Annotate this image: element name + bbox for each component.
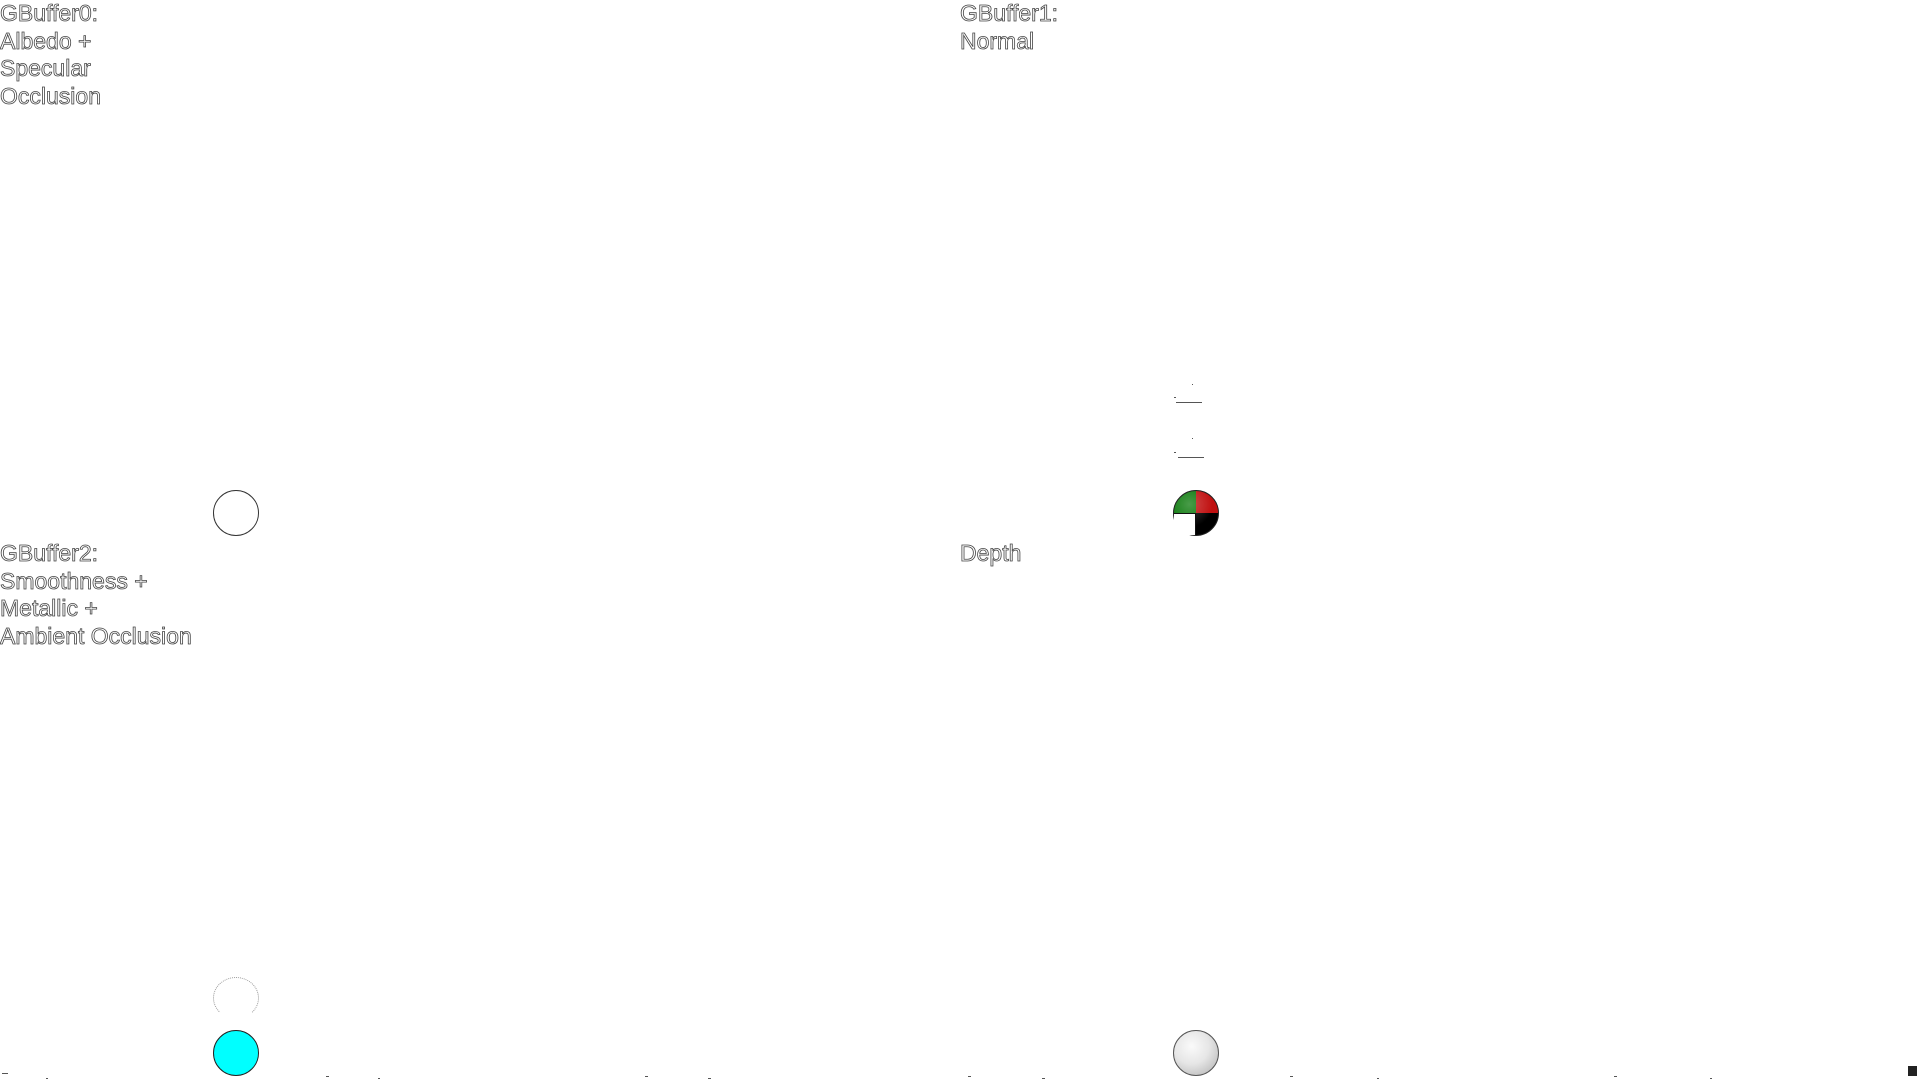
render-artifact bbox=[1042, 1078, 1045, 1079]
gbuffer2-label-line: Ambient Occlusion bbox=[0, 622, 192, 649]
gbuffer1-panel: GBuffer1: Normal bbox=[960, 0, 1920, 540]
gbuffer1-label: GBuffer1: Normal bbox=[960, 0, 1059, 55]
render-artifact bbox=[708, 1078, 711, 1079]
gbuffer0-panel: GBuffer0: Albedo + Specular Occlusion bbox=[0, 0, 960, 540]
gbuffer2-label-line: Smoothness + bbox=[0, 567, 148, 594]
render-artifact bbox=[1192, 438, 1193, 439]
render-artifact bbox=[1192, 384, 1193, 385]
render-artifact bbox=[1174, 452, 1176, 453]
gbuffer0-label-line: Albedo + bbox=[0, 27, 92, 54]
gbuffer0-label-line: GBuffer0: bbox=[0, 0, 99, 26]
render-artifact bbox=[213, 977, 259, 1019]
depth-sphere bbox=[1173, 1030, 1219, 1076]
smoothness-sphere bbox=[213, 1030, 259, 1076]
albedo-sphere bbox=[213, 490, 259, 536]
depth-label: Depth bbox=[960, 540, 1022, 568]
gbuffer0-label-line: Occlusion bbox=[0, 82, 101, 109]
render-artifact bbox=[968, 1076, 971, 1077]
normal-sphere bbox=[1173, 490, 1219, 536]
render-artifact bbox=[1377, 1078, 1379, 1079]
gbuffer1-label-line: GBuffer1: bbox=[960, 0, 1059, 26]
render-artifact bbox=[1174, 397, 1176, 398]
gbuffer2-label: GBuffer2: Smoothness + Metallic + Ambien… bbox=[0, 540, 192, 650]
render-artifact bbox=[1178, 457, 1204, 458]
render-artifact bbox=[1710, 1078, 1712, 1079]
depth-panel: Depth bbox=[960, 540, 1920, 1080]
render-artifact bbox=[1176, 402, 1202, 403]
render-artifact bbox=[1614, 1076, 1617, 1077]
gbuffer2-label-line: Metallic + bbox=[0, 595, 98, 622]
corner-marker bbox=[1908, 1066, 1917, 1076]
gbuffer0-label: GBuffer0: Albedo + Specular Occlusion bbox=[0, 0, 101, 110]
render-artifact bbox=[645, 1076, 648, 1077]
gbuffer0-label-line: Specular bbox=[0, 55, 91, 82]
render-artifact bbox=[46, 1078, 48, 1079]
render-artifact bbox=[326, 1076, 329, 1077]
gbuffer2-label-line: GBuffer2: bbox=[0, 540, 99, 567]
gbuffer2-panel: GBuffer2: Smoothness + Metallic + Ambien… bbox=[0, 540, 960, 1080]
render-artifact bbox=[1290, 1076, 1293, 1077]
depth-label-line: Depth bbox=[960, 540, 1022, 567]
render-artifact bbox=[378, 1078, 380, 1079]
gbuffer1-label-line: Normal bbox=[960, 27, 1035, 54]
render-artifact bbox=[2, 1073, 8, 1074]
